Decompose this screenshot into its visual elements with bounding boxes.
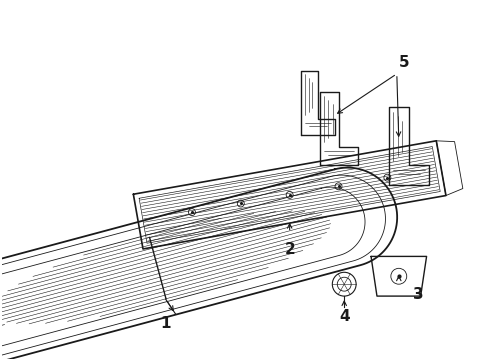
Text: 1: 1 <box>160 316 170 332</box>
Text: 3: 3 <box>412 287 423 302</box>
Text: 2: 2 <box>284 242 294 257</box>
Text: 5: 5 <box>398 55 408 71</box>
Text: 4: 4 <box>338 310 349 324</box>
